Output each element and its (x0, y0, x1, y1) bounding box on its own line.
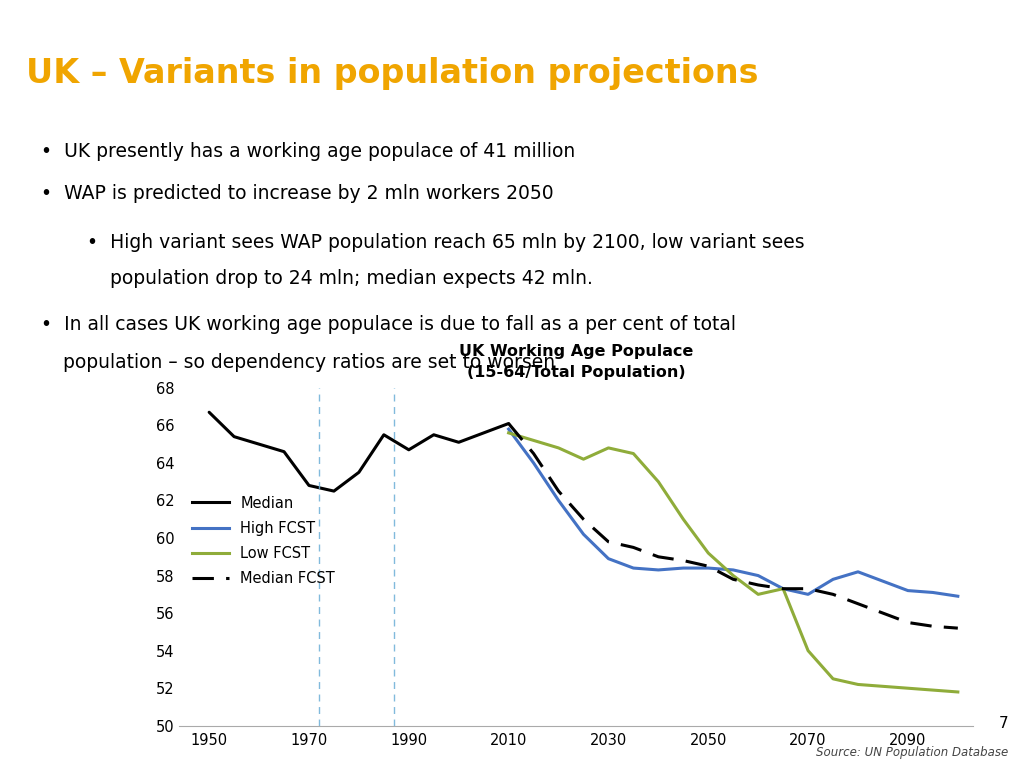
Text: •  UK presently has a working age populace of 41 million: • UK presently has a working age populac… (41, 142, 575, 161)
Text: population – so dependency ratios are set to worsen: population – so dependency ratios are se… (63, 353, 556, 372)
Title: UK Working Age Populace
(15-64/Total Population): UK Working Age Populace (15-64/Total Pop… (459, 344, 693, 379)
Text: •  In all cases UK working age populace is due to fall as a per cent of total: • In all cases UK working age populace i… (41, 316, 736, 334)
Text: •  High variant sees WAP population reach 65 mln by 2100, low variant sees: • High variant sees WAP population reach… (87, 233, 805, 252)
Legend: Median, High FCST, Low FCST, Median FCST: Median, High FCST, Low FCST, Median FCST (186, 490, 341, 592)
Text: 7: 7 (999, 716, 1009, 731)
Text: Source: UN Population Database: Source: UN Population Database (816, 746, 1009, 759)
Text: •  WAP is predicted to increase by 2 mln workers 2050: • WAP is predicted to increase by 2 mln … (41, 184, 554, 204)
Text: population drop to 24 mln; median expects 42 mln.: population drop to 24 mln; median expect… (110, 269, 593, 288)
Text: UK – Variants in population projections: UK – Variants in population projections (26, 58, 758, 91)
